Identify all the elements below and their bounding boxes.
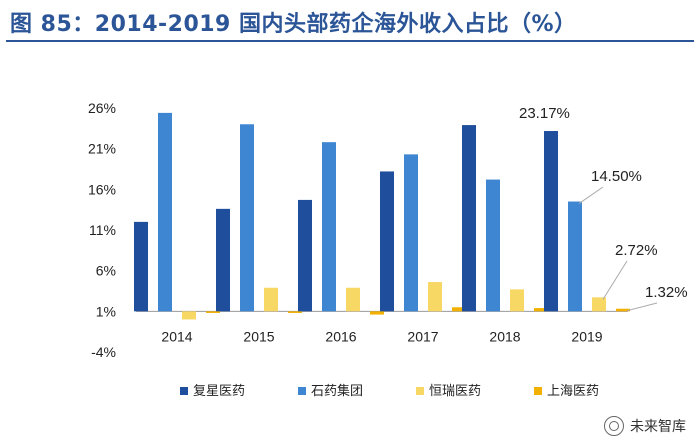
bar-恒瑞医药-2018	[510, 289, 524, 312]
bar-上海医药-2018	[534, 308, 548, 312]
bar-复星医药-2019	[544, 131, 558, 312]
x-tick-label: 2017	[407, 328, 438, 344]
y-tick-label: -4%	[91, 344, 116, 360]
data-label: 23.17%	[519, 105, 570, 122]
bar-上海医药-2014	[206, 311, 220, 313]
watermark-text: 未来智库	[630, 419, 686, 435]
bar-石药集团-2016	[322, 142, 336, 312]
bar-石药集团-2015	[240, 124, 254, 312]
bar-上海医药-2015	[288, 311, 302, 313]
y-tick-label: 21%	[88, 141, 116, 157]
legend-swatch-复星医药	[180, 387, 188, 395]
bar-复星医药-2018	[462, 125, 476, 312]
bar-复星医药-2016	[298, 199, 312, 312]
leader-line	[602, 260, 628, 300]
legend-label: 复星医药	[193, 384, 245, 399]
bar-恒瑞医药-2015	[264, 287, 278, 312]
legend-swatch-恒瑞医药	[416, 387, 424, 395]
x-tick-label: 2015	[243, 328, 274, 344]
bar-上海医药-2017	[452, 307, 466, 312]
leader-line	[626, 302, 658, 312]
y-tick-label: 11%	[89, 222, 116, 238]
data-label: 2.72%	[615, 242, 658, 259]
legend-swatch-石药集团	[298, 387, 306, 395]
watermark: 未来智库	[604, 416, 686, 436]
y-tick-label: 1%	[96, 303, 116, 319]
legend-label: 上海医药	[547, 384, 599, 399]
bar-复星医药-2017	[380, 171, 394, 312]
title-underline	[6, 40, 694, 42]
bar-复星医药-2015	[216, 208, 230, 312]
bar-恒瑞医药-2016	[346, 287, 360, 312]
bar-恒瑞医药-2014	[182, 311, 196, 320]
data-label: 14.50%	[591, 168, 642, 185]
x-tick-label: 2019	[571, 328, 602, 344]
leader-line	[578, 186, 604, 204]
y-tick-label: 16%	[88, 181, 116, 197]
bar-石药集团-2019	[568, 201, 582, 312]
legend-label: 石药集团	[311, 383, 363, 399]
y-tick-label: 6%	[96, 263, 116, 279]
bar-恒瑞医药-2017	[428, 282, 442, 312]
watermark-icon	[604, 416, 624, 436]
bar-石药集团-2014	[158, 112, 172, 312]
bar-复星医药-2014	[134, 221, 148, 312]
legend-label: 恒瑞医药	[429, 384, 481, 399]
x-tick-label: 2016	[325, 328, 356, 344]
x-tick-label: 2014	[161, 328, 192, 344]
data-label: 1.32%	[645, 284, 688, 301]
y-tick-label: 26%	[88, 100, 116, 116]
bar-上海医药-2016	[370, 311, 384, 315]
bar-石药集团-2017	[404, 154, 418, 312]
bar-恒瑞医药-2019	[592, 297, 606, 312]
x-tick-label: 2018	[489, 328, 520, 344]
legend-swatch-上海医药	[534, 387, 542, 395]
bar-上海医药-2019	[616, 308, 630, 312]
chart-title: 图 85：2014-2019 国内头部药企海外收入占比（%）	[10, 12, 577, 37]
bar-石药集团-2018	[486, 179, 500, 312]
